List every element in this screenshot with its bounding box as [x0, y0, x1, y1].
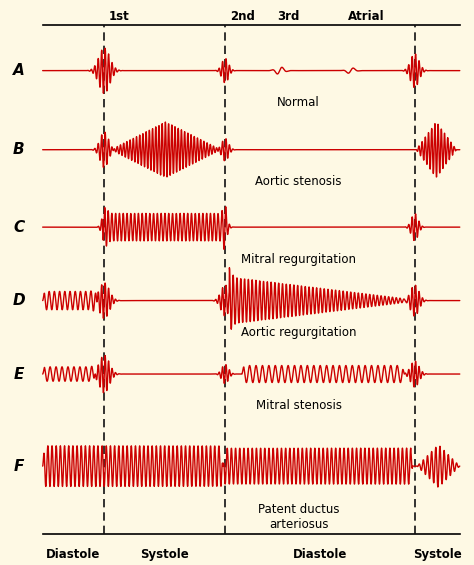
Text: 3rd: 3rd [277, 10, 300, 23]
Text: Aortic regurgitation: Aortic regurgitation [241, 326, 356, 339]
Text: C: C [13, 220, 25, 234]
Text: D: D [13, 293, 25, 308]
Text: Diastole: Diastole [293, 548, 347, 561]
Text: Atrial: Atrial [348, 10, 385, 23]
Text: 2nd: 2nd [230, 10, 255, 23]
Text: Patent ductus
arteriosus: Patent ductus arteriosus [258, 503, 339, 531]
Text: 1st: 1st [109, 10, 130, 23]
Text: Systole: Systole [140, 548, 189, 561]
Text: Diastole: Diastole [46, 548, 100, 561]
Text: Mitral stenosis: Mitral stenosis [255, 399, 342, 412]
Text: Mitral regurgitation: Mitral regurgitation [241, 253, 356, 266]
Text: Systole: Systole [413, 548, 462, 561]
Text: Normal: Normal [277, 96, 320, 109]
Text: Aortic stenosis: Aortic stenosis [255, 175, 342, 188]
Text: E: E [14, 367, 24, 381]
Text: F: F [14, 459, 24, 473]
Text: B: B [13, 142, 25, 157]
Text: A: A [13, 63, 25, 78]
